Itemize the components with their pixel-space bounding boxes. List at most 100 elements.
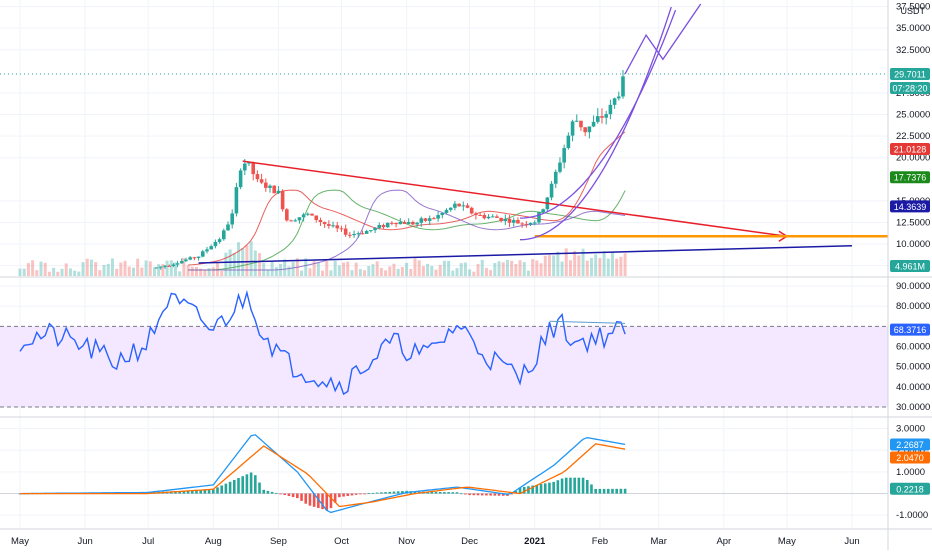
macd-hist-bar	[590, 484, 593, 494]
volume-bar	[346, 261, 350, 276]
volume-bar	[123, 260, 127, 276]
volume-bar	[610, 252, 614, 276]
macd-hist-bar	[178, 490, 181, 494]
candle-body	[570, 121, 575, 136]
volume-bar	[505, 260, 509, 276]
volume-bar	[186, 265, 190, 276]
volume-bar	[203, 269, 207, 276]
macd-hist-bar	[291, 493, 295, 498]
volume-bar	[316, 262, 320, 276]
macd-hist-bar	[182, 490, 186, 494]
volume-bar	[375, 261, 379, 276]
macd-hist-bar	[388, 491, 392, 494]
candle-body	[528, 222, 533, 225]
volume-bar	[438, 264, 442, 276]
candle-body	[373, 227, 377, 231]
macd-hist-bar	[270, 491, 274, 494]
candle-body	[243, 163, 247, 171]
candle-body	[394, 222, 398, 225]
macd-hist-bar	[333, 493, 337, 503]
macd-hist-bar	[300, 493, 303, 501]
volume-bar	[43, 262, 47, 276]
macd-hist-bar	[308, 493, 312, 506]
price-tick-label: 12.5000	[896, 217, 930, 228]
volume-bar	[85, 258, 89, 276]
volume-bar	[455, 268, 459, 276]
candle-body	[339, 228, 344, 230]
macd-hist-bar	[228, 481, 232, 494]
volume-bar	[480, 259, 484, 276]
candle-body	[348, 234, 352, 236]
macd-hist-bar	[380, 492, 383, 494]
candle-body	[440, 212, 445, 216]
volume-bar	[178, 271, 182, 276]
macd-hist-bar	[522, 486, 526, 494]
volume-bar	[94, 262, 98, 276]
candle-body	[537, 212, 541, 223]
macd-hist-bar	[602, 488, 606, 494]
volume-bar	[119, 262, 123, 276]
volume-bar	[220, 271, 224, 276]
candle-body	[217, 239, 222, 242]
volume-bar	[26, 263, 30, 276]
macd-hist-bar	[216, 487, 219, 494]
volume-bar	[585, 260, 589, 276]
candle-body	[406, 221, 411, 224]
trendline-red	[242, 160, 787, 238]
volume-bar	[77, 271, 81, 276]
volume-bar	[173, 262, 177, 276]
macd-hist-bar	[359, 493, 362, 495]
x-tick-label: Nov	[398, 536, 415, 547]
projection-path	[624, 3, 702, 75]
candle-body	[306, 213, 310, 215]
candle-body	[616, 96, 621, 99]
x-tick-label: Jun	[844, 536, 859, 547]
candle-body	[511, 220, 516, 223]
volume-bar	[270, 262, 274, 276]
volume-bar	[598, 258, 602, 276]
volume-bar	[589, 257, 593, 276]
volume-bar	[619, 256, 623, 276]
volume-bar	[148, 261, 152, 276]
volume-bar	[337, 265, 341, 276]
candle-body	[490, 216, 495, 218]
candle-body	[474, 213, 478, 215]
candle-body	[205, 249, 209, 252]
candle-body	[200, 251, 205, 257]
price-tick-label: 22.5000	[896, 131, 930, 142]
macd-hist-bar	[510, 493, 513, 495]
price-tick-label: 35.0000	[896, 23, 930, 34]
macd-hist-bar	[254, 475, 257, 494]
candle-body	[259, 179, 264, 183]
candle-body	[255, 174, 260, 180]
candle-body	[486, 216, 491, 219]
macd-hist-bar	[493, 493, 497, 496]
candle-body	[297, 217, 302, 221]
volume-bar	[531, 259, 535, 276]
candle-body	[448, 207, 453, 210]
volume-bar	[245, 245, 249, 276]
rsi-tick-label: 40.0000	[896, 382, 930, 393]
macd-hist-bar	[518, 487, 522, 494]
macd-hist-bar	[392, 491, 396, 494]
volume-bar	[354, 262, 358, 276]
macd-hist-bar	[476, 493, 480, 496]
macd-hist-bar	[577, 477, 581, 494]
volume-bar	[300, 270, 304, 276]
macd-hist-bar	[573, 477, 576, 494]
macd-hist-bar	[615, 488, 618, 494]
macd-hist-bar	[296, 493, 299, 499]
macd-hist-bar	[451, 492, 455, 494]
candle-body	[364, 230, 369, 234]
x-tick-label: Sep	[270, 536, 287, 547]
volume-bar	[52, 267, 56, 276]
volume-bar	[207, 268, 211, 276]
candle-body	[196, 256, 201, 258]
volume-bar	[169, 260, 173, 276]
volume-bar	[358, 269, 362, 276]
volume-bar	[110, 258, 114, 276]
candle-body	[520, 223, 524, 225]
candle-body	[209, 246, 213, 250]
